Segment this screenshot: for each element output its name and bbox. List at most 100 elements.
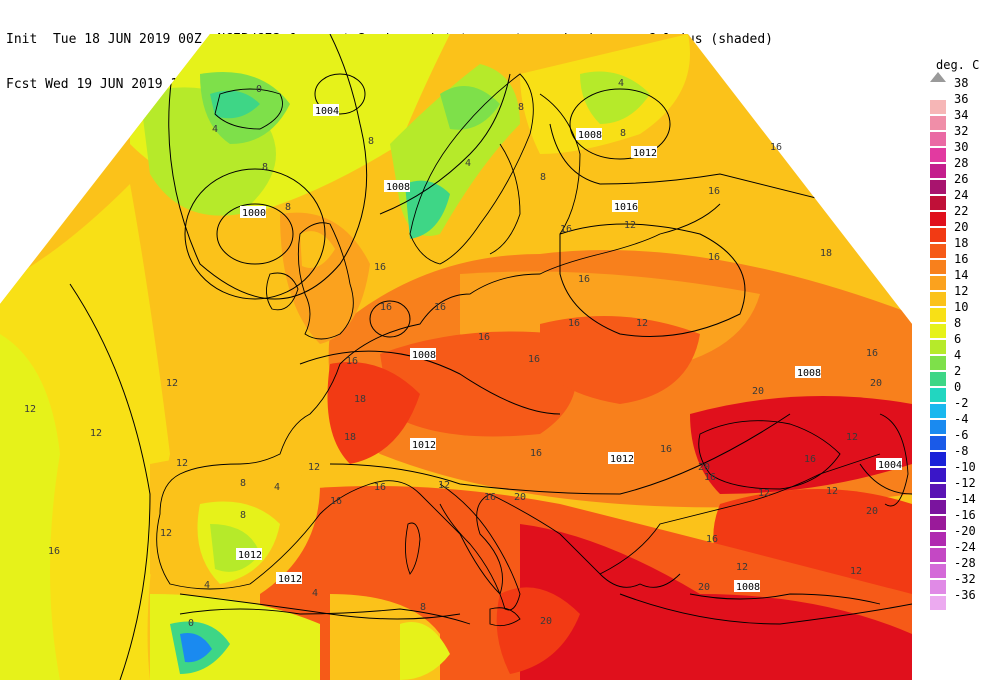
legend-swatch	[930, 548, 946, 562]
legend-label: 36	[954, 92, 969, 106]
legend-item: -10	[930, 460, 1000, 484]
isobar-label: 1012	[236, 548, 262, 561]
svg-text:1012: 1012	[633, 148, 657, 159]
dewpoint-label: 16	[660, 444, 672, 455]
legend-item: 36	[930, 92, 1000, 116]
svg-text:1008: 1008	[578, 130, 602, 141]
legend-item: 2	[930, 364, 1000, 388]
dewpoint-label: 20	[698, 462, 710, 473]
legend-swatch	[930, 116, 946, 130]
dewpoint-label: 12	[308, 462, 320, 473]
legend-label: -10	[954, 460, 976, 474]
legend-swatch	[930, 324, 946, 338]
legend-swatch	[930, 308, 946, 322]
isobars	[69, 34, 912, 680]
legend-item: 6	[930, 332, 1000, 356]
dewpoint-label: 18	[820, 248, 832, 259]
isobar-label: 1008	[410, 348, 436, 361]
legend-item: 20	[930, 220, 1000, 244]
dewpoint-label: 12	[736, 562, 748, 573]
legend-swatch	[930, 132, 946, 146]
legend-label: 28	[954, 156, 969, 170]
legend-swatch	[930, 500, 946, 514]
isobar-label: 1004	[876, 458, 902, 471]
dewpoint-label: 8	[540, 172, 546, 183]
legend-item: -12	[930, 476, 1000, 500]
dewpoint-label: 16	[706, 534, 718, 545]
legend-item: -20	[930, 524, 1000, 548]
legend-item: -36	[930, 588, 1000, 612]
legend-swatch	[930, 580, 946, 594]
legend-swatch	[930, 212, 946, 226]
dewpoint-label: 16	[804, 454, 816, 465]
svg-text:1004: 1004	[315, 106, 339, 117]
legend-item: 14	[930, 268, 1000, 292]
dewpoint-label: 16	[374, 262, 386, 273]
dewpoint-label: 12	[758, 488, 770, 499]
legend-item: -14	[930, 492, 1000, 516]
svg-text:1008: 1008	[412, 350, 436, 361]
legend-swatch	[930, 340, 946, 354]
legend-item: -2	[930, 396, 1000, 420]
isobar-label: 1012	[276, 572, 302, 585]
svg-text:1008: 1008	[386, 182, 410, 193]
legend-item: 0	[930, 380, 1000, 404]
dewpoint-label: 4	[274, 482, 280, 493]
dewpoint-label: 12	[826, 486, 838, 497]
legend-item: 32	[930, 124, 1000, 148]
dewpoint-label: 16	[530, 448, 542, 459]
dewpoint-label: 4	[465, 158, 471, 169]
svg-text:1008: 1008	[736, 582, 760, 593]
dewpoint-label: 8	[368, 136, 374, 147]
dewpoint-label: 16	[866, 348, 878, 359]
legend-swatch	[930, 596, 946, 610]
legend-label: -20	[954, 524, 976, 538]
legend-item: -32	[930, 572, 1000, 596]
dewpoint-label: 16	[330, 496, 342, 507]
legend-label: 8	[954, 316, 962, 330]
legend-swatch	[930, 228, 946, 242]
dewpoint-label: 20	[870, 378, 882, 389]
dewpoint-label: 20	[698, 582, 710, 593]
isobar-label: 1008	[576, 128, 602, 141]
legend-label: -32	[954, 572, 976, 586]
legend-swatch	[930, 196, 946, 210]
legend-label: -6	[954, 428, 969, 442]
dewpoint-label: 16	[704, 472, 716, 483]
legend-label: 10	[954, 300, 969, 314]
legend-item: 28	[930, 156, 1000, 180]
legend-item: -28	[930, 556, 1000, 580]
dewpoint-label: 20	[514, 492, 526, 503]
legend-swatch	[930, 244, 946, 258]
svg-text:1000: 1000	[242, 208, 266, 219]
svg-text:1016: 1016	[614, 202, 638, 213]
legend-overflow-arrow-icon	[930, 72, 946, 82]
legend-label: 12	[954, 284, 969, 298]
legend-swatch	[930, 564, 946, 578]
svg-text:1004: 1004	[878, 460, 902, 471]
legend-item: -16	[930, 508, 1000, 532]
isobar-value-labels: 1004 1000 1008 1008 1012 1016 1008 1012 …	[236, 104, 902, 593]
legend-label: -16	[954, 508, 976, 522]
svg-text:1012: 1012	[238, 550, 262, 561]
legend-label: -12	[954, 476, 976, 490]
legend-swatch	[930, 148, 946, 162]
dewpoint-label: 16	[708, 252, 720, 263]
isobar-label: 1012	[631, 146, 657, 159]
legend-swatch	[930, 276, 946, 290]
legend-label: 16	[954, 252, 969, 266]
legend-label: -2	[954, 396, 969, 410]
legend-label: -8	[954, 444, 969, 458]
legend-item: -24	[930, 540, 1000, 564]
legend-item: 12	[930, 284, 1000, 308]
dewpoint-label: 16	[708, 186, 720, 197]
dewpoint-label: 4	[212, 124, 218, 135]
dewpoint-label: 8	[620, 128, 626, 139]
legend-swatch	[930, 292, 946, 306]
isobar-label: 1004	[313, 104, 339, 117]
dewpoint-shading	[0, 34, 912, 680]
legend-label: 6	[954, 332, 962, 346]
legend-swatch	[930, 164, 946, 178]
dewpoint-label: 12	[176, 458, 188, 469]
dewpoint-label: 16	[484, 492, 496, 503]
